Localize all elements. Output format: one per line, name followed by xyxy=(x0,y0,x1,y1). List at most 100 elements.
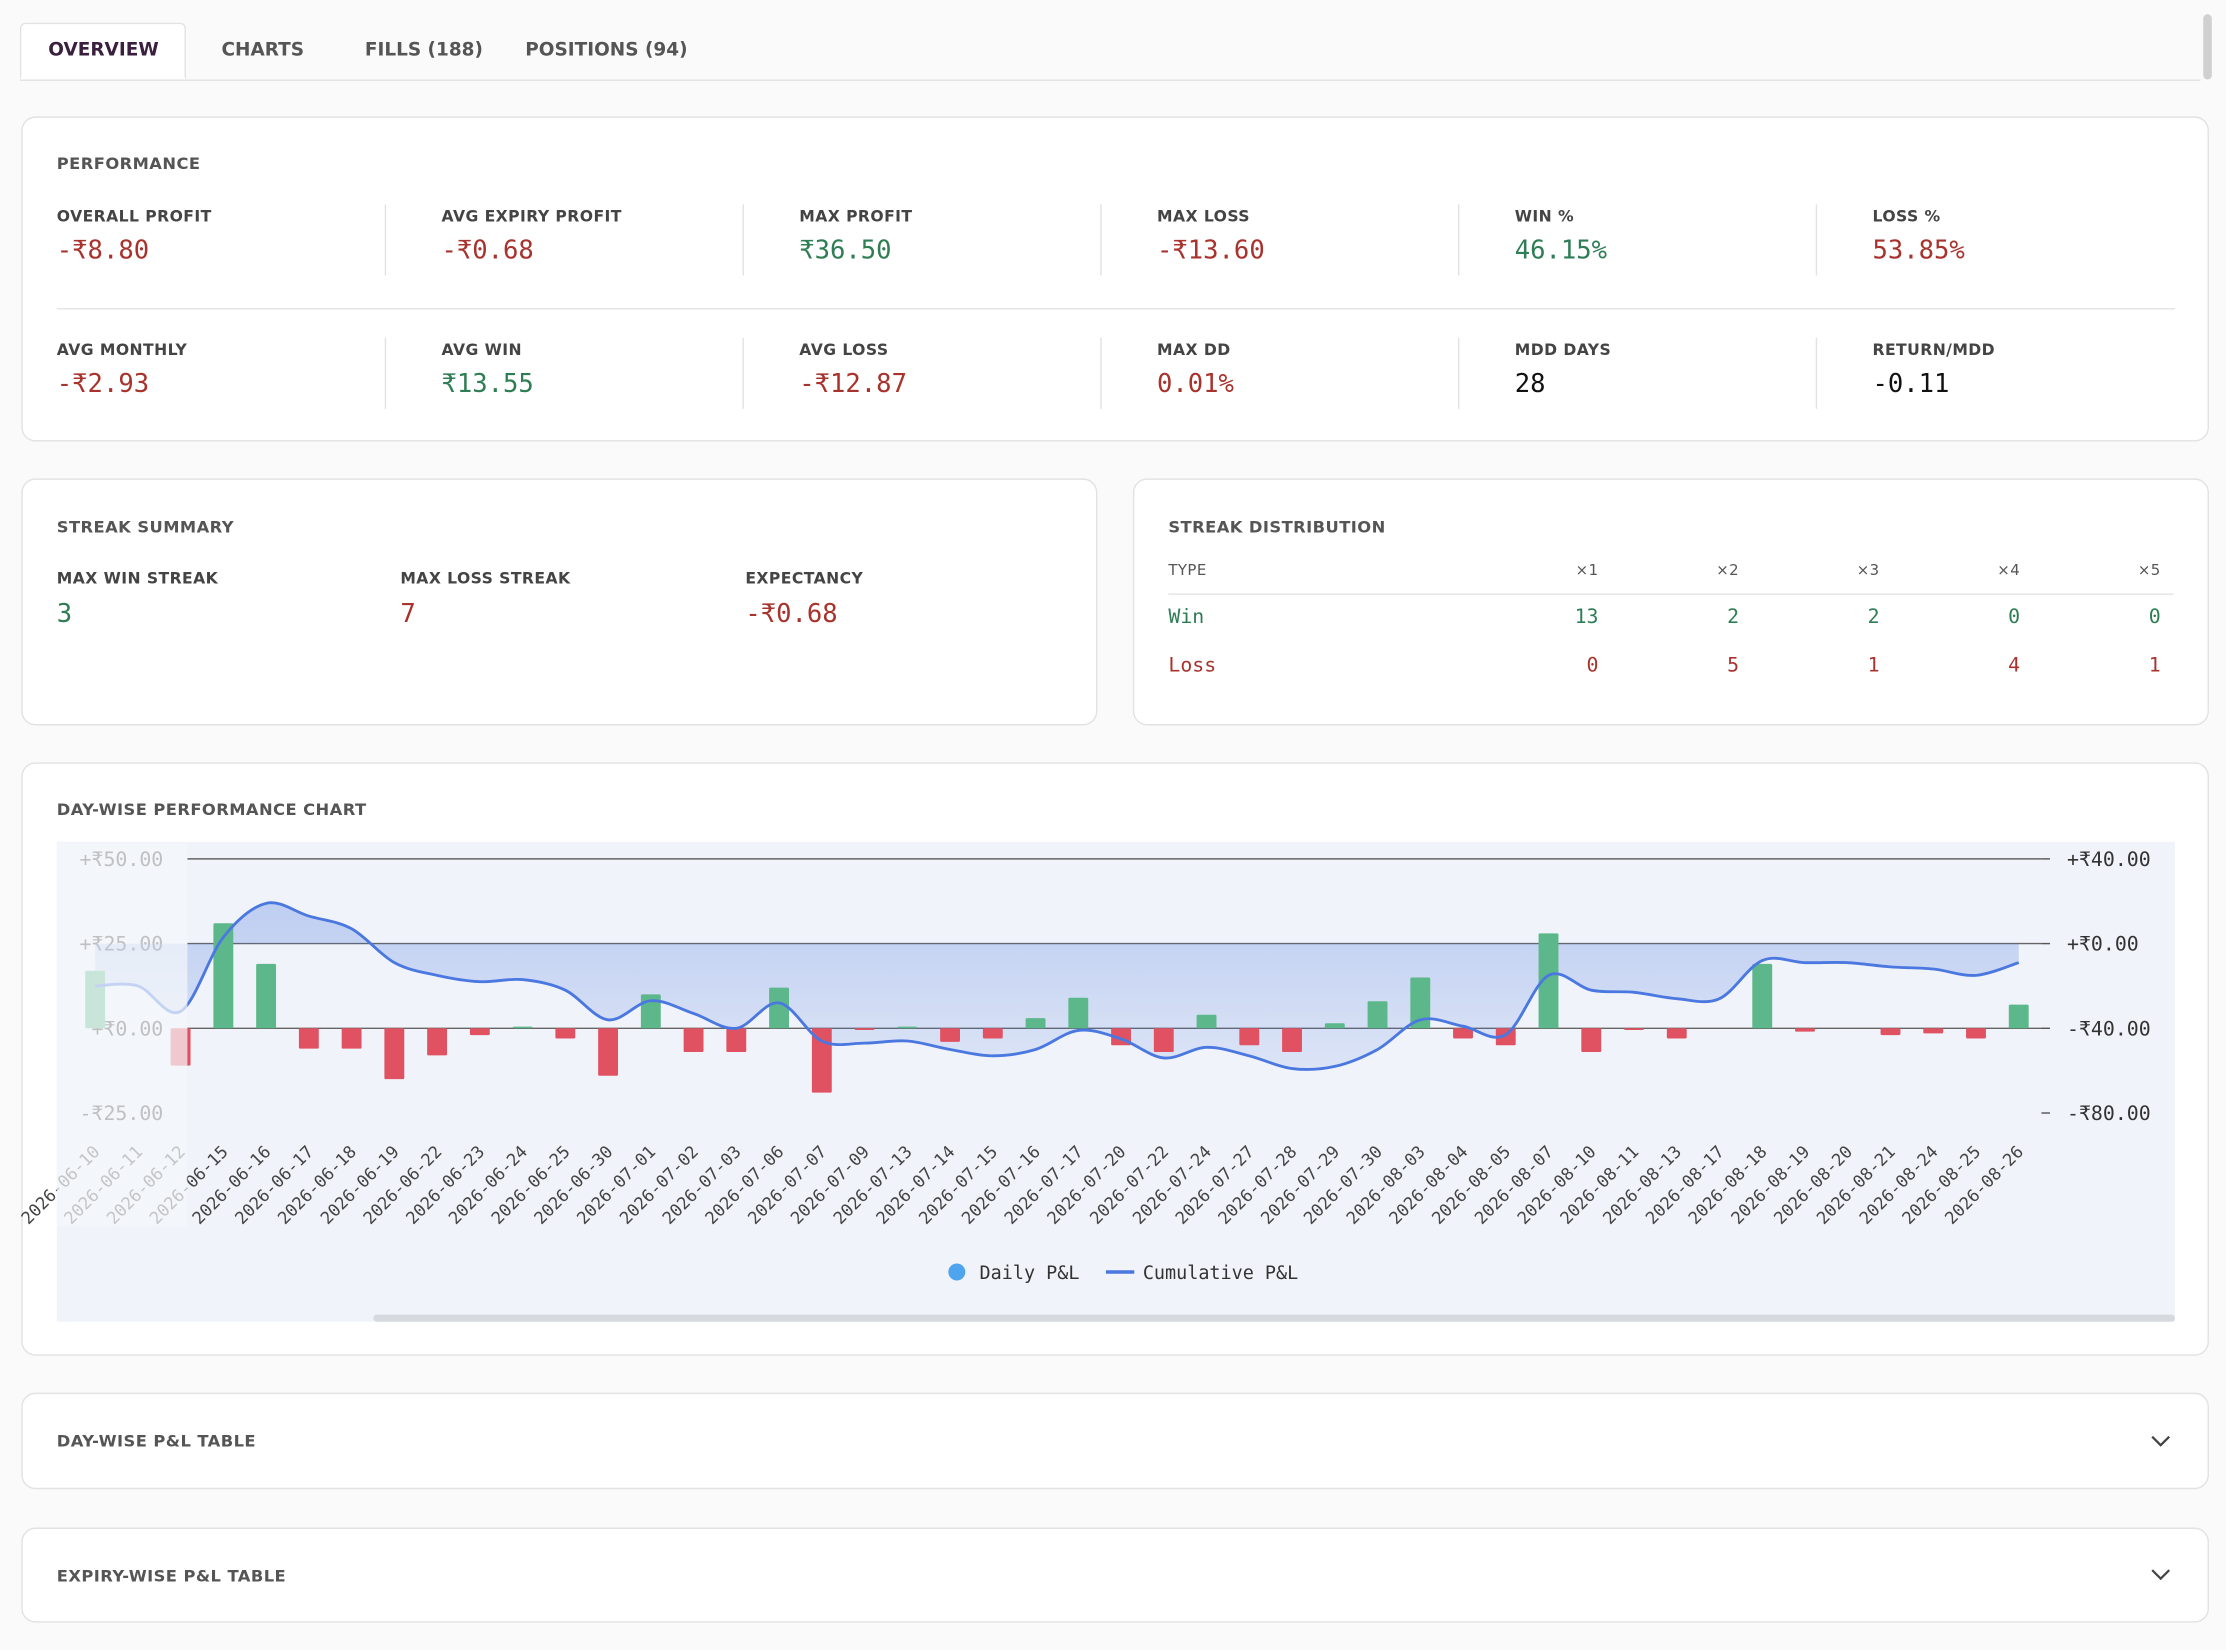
bar xyxy=(1324,1023,1345,1029)
column-header: ×5 xyxy=(2137,562,2161,580)
count: 0 xyxy=(2148,606,2161,629)
metric-label: AVG WIN xyxy=(441,340,522,360)
count: 0 xyxy=(2008,606,2021,629)
metric-label: AVG EXPIRY PROFIT xyxy=(441,207,622,226)
bar xyxy=(726,1028,747,1053)
metric-value: -₹12.87 xyxy=(799,369,907,399)
y2-tick-label: +₹0.00 xyxy=(2067,933,2139,956)
bar xyxy=(1153,1028,1174,1053)
bar xyxy=(1880,1028,1901,1036)
row-type: Loss xyxy=(1168,654,1217,678)
zoom-mask xyxy=(56,843,188,1227)
chart-area xyxy=(56,841,2175,1322)
bar xyxy=(1795,1028,1815,1032)
metric-value: 53.85% xyxy=(1872,235,1965,266)
section-title: STREAK DISTRIBUTION xyxy=(1168,516,1386,537)
expiry-wise-section[interactable] xyxy=(21,1527,2209,1623)
bar xyxy=(555,1028,576,1039)
legend-label: Cumulative P&L xyxy=(1143,1263,1298,1284)
metric-label: MAX LOSS xyxy=(1157,207,1250,226)
section-title[interactable]: DAY-WISE P&L TABLE xyxy=(56,1431,257,1451)
bar xyxy=(1453,1028,1473,1039)
section-title[interactable]: EXPIRY-WISE P&L TABLE xyxy=(56,1565,287,1586)
metric-value: 46.15% xyxy=(1514,235,1608,266)
y2-tick-label: +₹40.00 xyxy=(2067,848,2151,871)
metric-label: AVG MONTHLY xyxy=(56,340,188,360)
cumulative-line xyxy=(95,901,2020,1071)
bar xyxy=(384,1028,405,1080)
bar xyxy=(598,1028,619,1076)
tab-bar xyxy=(19,23,2201,81)
tab[interactable]: POSITIONS (94) xyxy=(525,39,688,62)
legend-label: Daily P&L xyxy=(980,1263,1080,1284)
bar xyxy=(512,1026,533,1029)
bar xyxy=(1752,963,1773,1029)
count: 2 xyxy=(1727,606,1740,629)
bar xyxy=(1239,1028,1260,1046)
metric-label: MAX LOSS STREAK xyxy=(400,569,571,588)
bar xyxy=(1624,1028,1644,1030)
tab[interactable]: CHARTS xyxy=(221,39,305,62)
table-rule xyxy=(1168,593,2174,595)
active-tab-bg[interactable] xyxy=(19,22,186,80)
tab[interactable]: FILLS (188) xyxy=(364,39,483,62)
legend-marker xyxy=(948,1263,966,1281)
bar xyxy=(1538,933,1559,1029)
chevron[interactable] xyxy=(2147,1431,2175,1454)
day-wise-section[interactable] xyxy=(21,1392,2209,1490)
metric-label: MAX DD xyxy=(1157,340,1231,360)
bar xyxy=(1068,997,1089,1029)
row-type: Win xyxy=(1168,606,1205,629)
bar xyxy=(811,1028,832,1093)
count: 0 xyxy=(1586,654,1599,678)
separator xyxy=(1100,204,1102,276)
bar xyxy=(427,1028,448,1056)
metric-value: -₹0.68 xyxy=(441,235,534,266)
bar xyxy=(769,987,790,1029)
count: 13 xyxy=(1574,606,1599,629)
count: 1 xyxy=(1867,654,1880,678)
chart-title: DAY-WISE PERFORMANCE CHART xyxy=(56,799,367,820)
separator xyxy=(1457,337,1460,409)
tab[interactable]: OVERVIEW xyxy=(48,39,159,62)
divider xyxy=(56,308,2175,310)
metric-value: -₹0.68 xyxy=(745,599,838,629)
streak-distribution-card xyxy=(1132,478,2209,726)
separator xyxy=(1815,337,1818,409)
metric-value: ₹36.50 xyxy=(799,235,892,266)
metric-value: ₹13.55 xyxy=(441,369,534,399)
separator xyxy=(384,204,387,276)
bar xyxy=(683,1028,704,1053)
bar xyxy=(469,1028,490,1036)
metric-value: 0.01% xyxy=(1157,369,1234,399)
column-header: ×3 xyxy=(1856,562,1880,580)
bar xyxy=(1025,1018,1046,1029)
metric-label: OVERALL PROFIT xyxy=(56,207,212,226)
metric-value: 3 xyxy=(56,599,73,629)
metric-label: WIN % xyxy=(1514,207,1575,226)
metric-label: AVG LOSS xyxy=(799,340,889,360)
bar xyxy=(1495,1028,1516,1046)
section-title: PERFORMANCE xyxy=(56,153,201,174)
bar xyxy=(854,1028,875,1030)
column-header: ×4 xyxy=(1997,562,2021,580)
separator xyxy=(1815,204,1818,276)
count: 1 xyxy=(2148,654,2161,678)
chart-scrollbar[interactable] xyxy=(373,1314,2175,1322)
metric-label: MAX PROFIT xyxy=(799,207,913,226)
separator xyxy=(742,204,744,276)
bar xyxy=(1196,1014,1217,1029)
metric-value: -0.11 xyxy=(1872,369,1950,399)
column-header: ×2 xyxy=(1716,562,1740,580)
separator xyxy=(384,337,387,409)
metric-value: 7 xyxy=(400,599,416,629)
count: 5 xyxy=(1727,654,1740,678)
y2-tick-label: -₹80.00 xyxy=(2067,1102,2151,1125)
chevron[interactable] xyxy=(2147,1564,2175,1587)
count: 4 xyxy=(2008,654,2021,678)
bar xyxy=(341,1028,362,1049)
streak-summary-card xyxy=(21,478,1098,726)
y2-tick-label: -₹40.00 xyxy=(2067,1017,2151,1040)
metric-value: -₹2.93 xyxy=(56,369,150,399)
